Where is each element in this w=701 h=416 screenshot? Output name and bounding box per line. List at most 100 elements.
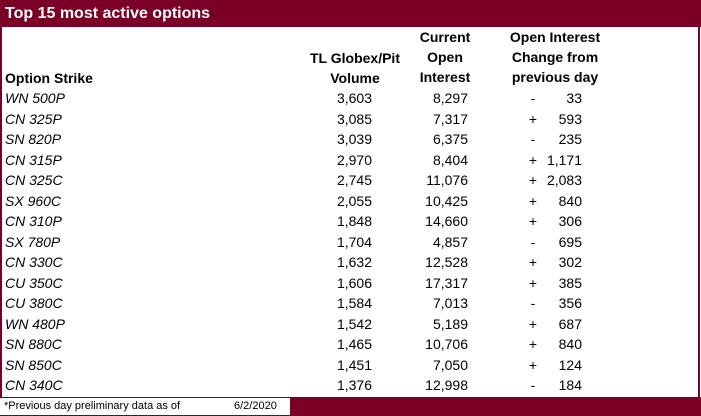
header-open-interest: Current Open Interest bbox=[405, 27, 485, 87]
oi-change-cell: 695 bbox=[558, 233, 582, 250]
open-interest-cell: 4,857 bbox=[432, 233, 468, 250]
volume-cell: 1,542 bbox=[336, 315, 372, 332]
change-sign-cell: + bbox=[528, 315, 538, 332]
oi-change-cell: 840 bbox=[558, 336, 582, 352]
open-interest-cell: 8,297 bbox=[432, 90, 468, 106]
table-row: CN 310P 1,848 14,660 +306 bbox=[0, 211, 701, 232]
open-interest-cell: 12,528 bbox=[425, 254, 468, 270]
options-table-body: WN 500P 3,603 8,297 - 33 CN 325P 3,085 7,317 +59… bbox=[0, 88, 701, 396]
change-sign-cell: + bbox=[528, 192, 538, 209]
option-strike-cell: SN 880C bbox=[5, 336, 62, 352]
oi-change-cell: 33 bbox=[566, 90, 582, 106]
open-interest-cell: 12,998 bbox=[425, 377, 468, 393]
change-sign-cell: + bbox=[528, 110, 538, 127]
open-interest-cell: 5,189 bbox=[432, 315, 468, 332]
open-interest-cell: 8,404 bbox=[432, 151, 468, 168]
open-interest-cell: 10,706 bbox=[425, 336, 468, 352]
option-strike-cell: SN 850C bbox=[5, 356, 62, 373]
open-interest-cell: 11,076 bbox=[426, 172, 468, 188]
open-interest-cell: 6,375 bbox=[432, 131, 468, 147]
change-sign-cell: + bbox=[528, 213, 538, 229]
table-row: CU 380C 1,584 7,013 - 356 bbox=[0, 293, 701, 314]
volume-cell: 1,632 bbox=[336, 254, 372, 270]
volume-cell: 1,704 bbox=[336, 233, 372, 250]
table-row: CU 350C 1,606 17,317 +385 bbox=[0, 273, 701, 294]
table-row: WN 480P 1,542 5,189 +687 bbox=[0, 314, 701, 335]
header-volume: TL Globex/Pit Volume bbox=[300, 48, 410, 88]
table-row: SX 960C 2,055 10,425 +840 bbox=[0, 191, 701, 212]
open-interest-cell: 7,317 bbox=[432, 110, 468, 127]
change-sign-cell: + bbox=[528, 172, 538, 188]
header-chg-line2: Change from bbox=[511, 49, 599, 65]
open-interest-cell: 17,317 bbox=[425, 274, 468, 291]
header-chg-line3: previous day bbox=[511, 69, 599, 85]
volume-cell: 3,039 bbox=[336, 131, 372, 147]
oi-change-cell: 1,171 bbox=[546, 151, 582, 168]
table-row: SN 850C 1,451 7,050 +124 bbox=[0, 355, 701, 376]
change-sign-cell: - bbox=[530, 90, 536, 106]
volume-cell: 1,451 bbox=[336, 356, 372, 373]
volume-cell: 1,376 bbox=[336, 377, 372, 393]
table-row: SX 780P 1,704 4,857 - 695 bbox=[0, 232, 701, 253]
change-sign-cell: - bbox=[530, 295, 536, 311]
footer-note: *Previous day preliminary data as of 6/2… bbox=[0, 398, 290, 415]
open-interest-cell: 14,660 bbox=[425, 213, 468, 229]
open-interest-cell: 10,425 bbox=[425, 192, 468, 209]
change-sign-cell: - bbox=[530, 131, 536, 147]
oi-change-cell: 356 bbox=[558, 295, 582, 311]
volume-cell: 2,055 bbox=[336, 192, 372, 209]
volume-cell: 1,465 bbox=[336, 336, 372, 352]
oi-change-cell: 593 bbox=[558, 110, 582, 127]
option-strike-cell: CN 315P bbox=[5, 151, 62, 168]
table-row: SN 820P 3,039 6,375 - 235 bbox=[0, 129, 701, 150]
volume-cell: 1,584 bbox=[336, 295, 372, 311]
oi-change-cell: 2,083 bbox=[546, 172, 582, 188]
option-strike-cell: WN 480P bbox=[5, 315, 65, 332]
footer-note-text: *Previous day preliminary data as of bbox=[4, 400, 181, 412]
oi-change-cell: 840 bbox=[558, 192, 582, 209]
oi-change-cell: 302 bbox=[558, 254, 582, 270]
header-volume-line2: Volume bbox=[330, 70, 380, 86]
oi-change-cell: 687 bbox=[558, 315, 582, 332]
change-sign-cell: + bbox=[528, 356, 538, 373]
option-strike-cell: CU 350C bbox=[5, 274, 63, 291]
change-sign-cell: + bbox=[528, 274, 538, 291]
option-strike-cell: CN 325C bbox=[5, 172, 63, 188]
oi-change-cell: 184 bbox=[558, 377, 582, 393]
option-strike-cell: SX 960C bbox=[5, 192, 62, 209]
header-chg-line1: Open Interest bbox=[509, 29, 601, 45]
volume-cell: 3,085 bbox=[336, 110, 372, 127]
oi-change-cell: 124 bbox=[558, 356, 582, 373]
volume-cell: 1,848 bbox=[336, 213, 372, 229]
volume-cell: 2,745 bbox=[336, 172, 372, 188]
header-option-strike: Option Strike bbox=[5, 68, 93, 88]
header-oi-line1: Current bbox=[419, 29, 471, 45]
change-sign-cell: - bbox=[530, 233, 536, 250]
change-sign-cell: + bbox=[528, 336, 538, 352]
open-interest-cell: 7,013 bbox=[432, 295, 468, 311]
option-strike-cell: CN 325P bbox=[5, 110, 62, 127]
header-oi-change: Open Interest Change from previous day bbox=[495, 27, 615, 87]
table-row: CN 325C 2,745 11,076 +2,083 bbox=[0, 170, 701, 191]
option-strike-cell: CN 330C bbox=[5, 254, 63, 270]
table-row: SN 880C 1,465 10,706 +840 bbox=[0, 334, 701, 355]
option-strike-cell: SN 820P bbox=[5, 131, 62, 147]
change-sign-cell: + bbox=[528, 254, 538, 270]
header-strike-text: Option Strike bbox=[5, 70, 93, 86]
header-volume-line1: TL Globex/Pit bbox=[310, 50, 400, 66]
table-row: WN 500P 3,603 8,297 - 33 bbox=[0, 88, 701, 109]
change-sign-cell: + bbox=[528, 151, 538, 168]
volume-cell: 2,970 bbox=[336, 151, 372, 168]
table-row: CN 330C 1,632 12,528 +302 bbox=[0, 252, 701, 273]
title-bar: Top 15 most active options bbox=[0, 0, 701, 27]
oi-change-cell: 306 bbox=[558, 213, 582, 229]
option-strike-cell: SX 780P bbox=[5, 233, 61, 250]
option-strike-cell: CN 310P bbox=[5, 213, 62, 229]
table-row: CN 325P 3,085 7,317 +593 bbox=[0, 109, 701, 130]
volume-cell: 1,606 bbox=[336, 274, 372, 291]
table-row: CN 340C 1,376 12,998 - 184 bbox=[0, 375, 701, 396]
header-oi-line2: Open bbox=[427, 49, 463, 65]
table-row: CN 315P 2,970 8,404 +1,171 bbox=[0, 150, 701, 171]
change-sign-cell: - bbox=[530, 377, 536, 393]
option-strike-cell: CN 340C bbox=[5, 377, 63, 393]
